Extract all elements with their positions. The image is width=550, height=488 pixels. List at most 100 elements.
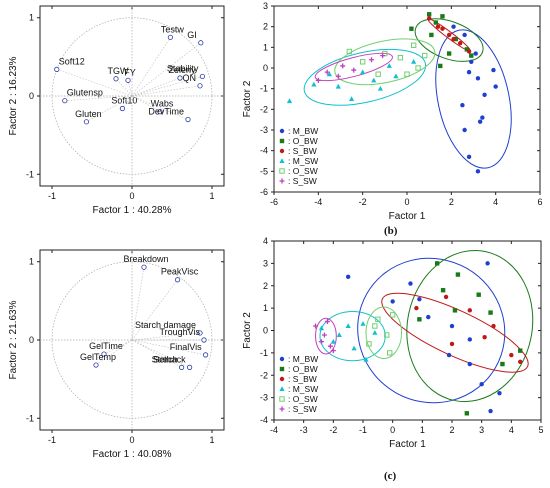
- score-point: [326, 71, 333, 77]
- loading-vector: [131, 332, 201, 341]
- y-tick-label: 3: [263, 258, 268, 268]
- score-point: [469, 53, 474, 58]
- confidence-ellipse: [365, 306, 403, 359]
- x-tick-label: 2: [449, 197, 454, 207]
- score-point: [411, 59, 417, 64]
- score-point: [488, 408, 493, 414]
- score-point: [366, 341, 372, 347]
- loading-point: [199, 73, 205, 80]
- score-point: [482, 92, 487, 98]
- loading-point: [177, 75, 183, 81]
- chart-scores1: -6 -4 -2 0 2 4 6 3 2 1 0 -1 -2 -3 -4 -5 -6 Factor 1 Factor…: [242, 1, 543, 222]
- loading-point: [125, 77, 131, 83]
- loading-point: [62, 98, 68, 104]
- legend-label: : S_SW: [288, 176, 317, 186]
- score-point: [417, 317, 422, 322]
- confidence-ellipse: [303, 48, 427, 106]
- confidence-ellipse: [381, 292, 529, 373]
- legend-marker: [279, 158, 285, 163]
- loading-label: Soft10: [111, 96, 137, 106]
- legend-marker: [279, 168, 285, 174]
- score-point: [375, 71, 381, 77]
- score-point: [518, 348, 523, 353]
- score-point: [397, 54, 404, 61]
- legend-label: : M_SW: [288, 156, 318, 166]
- legend-marker: [279, 138, 285, 144]
- y-tick-label: -3: [260, 393, 268, 403]
- score-point: [469, 59, 474, 64]
- loading-point: [83, 119, 90, 125]
- score-point: [335, 83, 341, 89]
- confidence-ellipse: [334, 38, 436, 86]
- score-point: [324, 69, 330, 75]
- y-tick-label: -4: [260, 415, 268, 425]
- score-point: [340, 63, 346, 69]
- score-point: [491, 67, 496, 73]
- score-point: [497, 390, 502, 396]
- loading-vector: [131, 76, 203, 97]
- score-point: [455, 272, 461, 277]
- x-tick-label: 0: [129, 435, 134, 445]
- score-point: [393, 73, 399, 79]
- y-tick-label: 1: [263, 42, 268, 52]
- x-tick-label: -4: [270, 425, 278, 435]
- loading-label: TGW: [108, 66, 129, 76]
- score-point: [346, 48, 353, 55]
- y-tick-label: 0: [263, 63, 268, 73]
- score-point: [491, 323, 496, 329]
- score-point: [464, 47, 470, 52]
- x-tick-label: -1: [359, 425, 367, 435]
- loading-point: [101, 351, 107, 357]
- loading-label: TroughVis: [159, 327, 200, 337]
- x-tick-label: 2: [449, 425, 454, 435]
- score-point: [466, 69, 472, 75]
- score-point: [509, 352, 514, 358]
- score-point: [452, 308, 458, 313]
- score-point: [466, 49, 472, 54]
- chart-scores2: -4 -3 -2 -1 0 1 2 3 4 5 4 3 2 1 0 -1 -2 -3 -4 Factor 1 Facto…: [242, 236, 544, 450]
- score-point: [336, 332, 342, 337]
- loading-point: [119, 105, 126, 112]
- score-point: [480, 115, 485, 120]
- loading-point: [113, 76, 119, 82]
- legend-marker: [279, 178, 285, 184]
- score-point: [429, 32, 434, 38]
- legend-label: : S_BW: [288, 146, 317, 156]
- x-tick-label: -6: [270, 197, 278, 207]
- score-point: [321, 332, 327, 338]
- loading-vector: [131, 95, 161, 112]
- score-point: [443, 294, 449, 300]
- loading-point: [187, 364, 193, 370]
- loading-point: [197, 330, 203, 336]
- loading-vector: [131, 339, 182, 368]
- score-point: [482, 335, 487, 340]
- loading-vector: [131, 267, 145, 341]
- loading-point: [203, 352, 209, 358]
- score-point: [360, 69, 366, 75]
- score-point: [417, 296, 422, 302]
- loading-point: [185, 116, 191, 123]
- score-point: [377, 85, 383, 91]
- score-point: [435, 24, 441, 29]
- loading-label: DevTime: [148, 106, 184, 116]
- confidence-ellipse: [319, 310, 386, 362]
- score-point: [348, 96, 355, 101]
- score-point: [318, 325, 325, 331]
- score-point: [479, 382, 484, 387]
- score-point: [466, 154, 472, 160]
- y-tick-label: -2: [260, 104, 268, 114]
- score-point: [493, 84, 498, 89]
- loading-label: Starch: [152, 354, 178, 364]
- loading-point: [175, 277, 181, 283]
- loading-label: Soft12: [59, 56, 85, 66]
- loading-vector: [131, 37, 171, 97]
- score-point: [467, 337, 472, 342]
- score-point: [389, 312, 396, 318]
- loading-label: Zeleny: [168, 65, 196, 75]
- score-point: [426, 314, 431, 320]
- score-point: [467, 361, 472, 367]
- legend-marker: [279, 128, 285, 134]
- score-point: [369, 57, 375, 63]
- score-point: [351, 67, 357, 73]
- score-point: [433, 20, 439, 25]
